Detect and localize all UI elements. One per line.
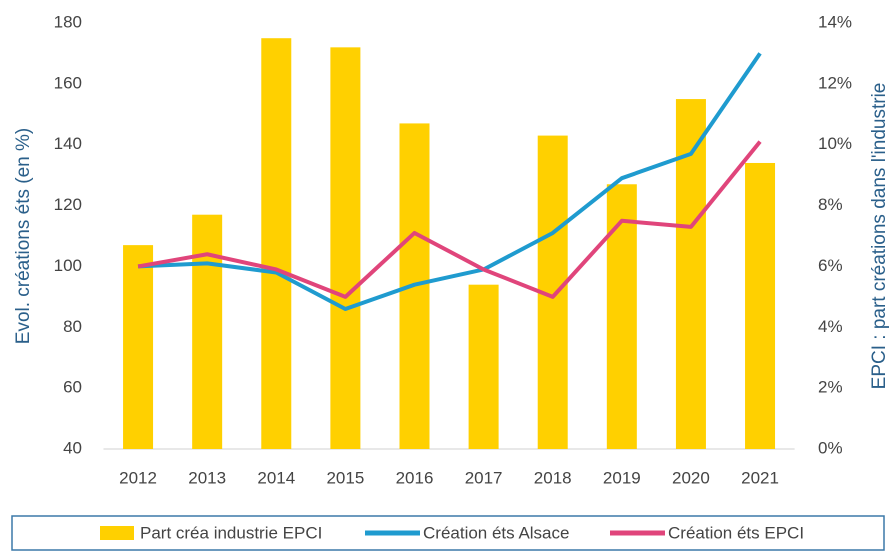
bar: [123, 245, 154, 449]
y-tick-label: 100: [54, 256, 82, 275]
x-tick-label: 2017: [465, 468, 503, 487]
y-tick-label: 40: [63, 438, 82, 457]
y-tick-label: 120: [54, 195, 82, 214]
x-tick-label: 2019: [603, 468, 641, 487]
legend-label: Part créa industrie EPCI: [140, 523, 322, 542]
y-tick-label: 180: [54, 12, 82, 31]
y2-tick-label: 4%: [818, 317, 843, 336]
legend-label: Création éts EPCI: [668, 523, 804, 542]
x-tick-label: 2012: [119, 468, 157, 487]
bar: [468, 284, 499, 449]
y2-tick-label: 6%: [818, 256, 843, 275]
legend-swatch: [100, 526, 134, 540]
y-axis-title: Evol. créations éts (en %): [13, 128, 34, 344]
x-tick-label: 2018: [534, 468, 572, 487]
y2-axis-title: EPCI : part créations dans l'industrie: [869, 83, 890, 390]
y2-tick-label: 0%: [818, 438, 843, 457]
bar: [261, 38, 292, 449]
bar: [330, 47, 361, 449]
legend-box: [11, 515, 885, 551]
bar: [192, 214, 223, 449]
x-tick-label: 2014: [257, 468, 295, 487]
x-tick-label: 2021: [741, 468, 779, 487]
y2-tick-label: 8%: [818, 195, 843, 214]
x-tick-label: 2013: [188, 468, 226, 487]
y2-tick-label: 2%: [818, 378, 843, 397]
y-tick-label: 160: [54, 73, 82, 92]
x-tick-label: 2016: [396, 468, 434, 487]
y-tick-label: 140: [54, 134, 82, 153]
y2-tick-label: 10%: [818, 134, 852, 153]
line: [137, 52, 762, 312]
x-tick-label: 2015: [326, 468, 364, 487]
y2-tick-label: 14%: [818, 12, 852, 31]
bar: [745, 162, 776, 449]
x-tick-label: 2020: [672, 468, 710, 487]
y-tick-label: 80: [63, 317, 82, 336]
y2-tick-label: 12%: [818, 73, 852, 92]
y-tick-label: 60: [63, 378, 82, 397]
line: [137, 140, 762, 299]
legend-label: Création éts Alsace: [423, 523, 569, 542]
bar: [606, 184, 637, 449]
